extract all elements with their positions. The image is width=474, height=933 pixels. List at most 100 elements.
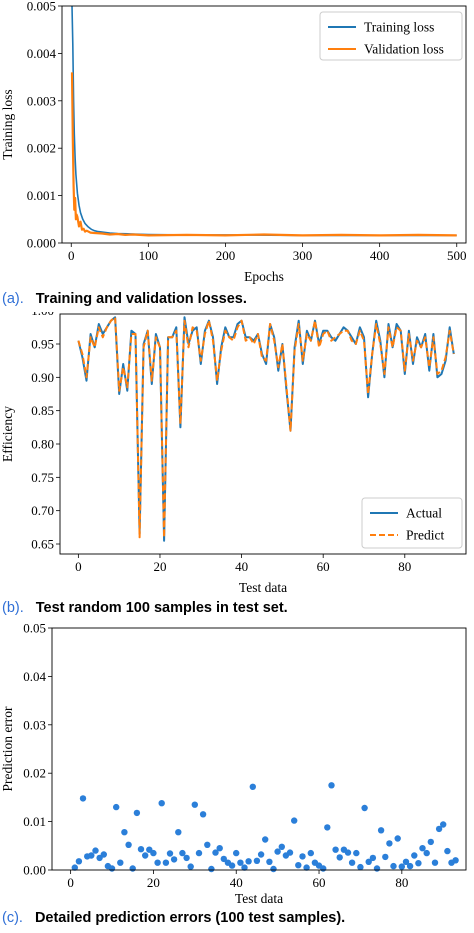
error-point [435, 825, 443, 833]
caption-c-text: Detailed prediction errors (100 test sam… [34, 910, 346, 926]
error-point [274, 848, 281, 855]
error-point [257, 851, 265, 858]
error-point [228, 862, 236, 869]
caption-b: (b). Test random 100 samples in test set… [2, 600, 288, 620]
error-point [88, 852, 95, 859]
y-tick-label: 0.65 [31, 537, 54, 552]
error-point [133, 809, 141, 817]
y-tick-label: 0.04 [23, 669, 46, 684]
error-point [71, 864, 79, 871]
plot-frame [61, 5, 467, 244]
y-axis-label: Prediction error [0, 706, 15, 792]
x-tick-label: 80 [398, 559, 411, 574]
error-point [307, 849, 314, 857]
error-point [390, 862, 397, 870]
y-tick-label: 0.004 [27, 46, 57, 61]
error-point [199, 811, 207, 818]
error-point [324, 824, 331, 831]
error-point [278, 843, 285, 850]
predict-line [77, 316, 455, 539]
x-axis-label: Epochs [244, 269, 284, 284]
error-point [179, 849, 186, 857]
error-point [406, 862, 414, 870]
x-tick-label: 40 [230, 875, 243, 890]
y-tick-label: 0.03 [23, 717, 46, 732]
error-point [394, 835, 401, 842]
caption-a-tag: (a). [2, 291, 24, 307]
y-tick-label: 0.01 [23, 814, 46, 829]
y-tick-label: 1.00 [31, 312, 54, 318]
error-point [125, 841, 132, 848]
error-point [411, 852, 418, 859]
error-points [71, 782, 459, 873]
error-point [249, 783, 256, 790]
error-point [369, 854, 377, 862]
error-point [241, 864, 248, 871]
error-point [444, 847, 451, 855]
error-point [291, 817, 298, 824]
x-tick-label: 20 [153, 559, 166, 574]
error-point [100, 851, 108, 858]
legend-label-2: Validation loss [364, 42, 444, 57]
error-point [204, 841, 211, 848]
x-tick-label: 20 [147, 875, 160, 890]
error-point [353, 849, 360, 857]
plot-frame [51, 627, 467, 871]
y-tick-label: 0.75 [31, 470, 54, 485]
legend-label-1: Actual [406, 506, 442, 521]
error-point [336, 854, 343, 861]
caption-a: (a). Training and validation losses. [2, 291, 247, 311]
error-point [233, 849, 240, 857]
error-point [150, 849, 157, 857]
error-point [137, 846, 145, 853]
efficiency-chart: 0 20 40 60 80 0.65 0.70 0.75 0.80 0.85 0.90 0.95 1.0… [0, 312, 467, 594]
validation-loss-line [70, 72, 457, 237]
error-point [253, 857, 261, 864]
x-axis-label: Test data [239, 580, 287, 594]
error-point [117, 859, 124, 866]
error-point [262, 836, 269, 843]
y-tick-label: 0.00 [23, 863, 46, 878]
caption-c-tag: (c). [2, 910, 23, 926]
error-point [452, 857, 459, 864]
error-point [303, 864, 310, 871]
x-tick-label: 500 [447, 248, 467, 263]
y-axis-label: Efficiency [0, 406, 15, 462]
error-point [92, 847, 99, 854]
error-point [166, 850, 174, 857]
error-point [158, 800, 165, 807]
x-tick-label: 40 [235, 559, 248, 574]
legend-box [361, 497, 463, 549]
error-point [440, 821, 447, 828]
x-tick-label: 60 [313, 875, 326, 890]
error-point [320, 865, 327, 872]
error-point [121, 829, 128, 836]
error-point [386, 840, 393, 847]
error-point [183, 854, 190, 862]
error-point [402, 858, 410, 865]
y-tick-label: 0.95 [31, 337, 54, 352]
caption-c: (c). Detailed prediction errors (100 tes… [2, 910, 345, 930]
error-point [237, 859, 244, 866]
legend-label-2: Predict [406, 528, 444, 543]
error-point [332, 846, 339, 853]
error-point [361, 804, 368, 812]
error-point [195, 849, 203, 857]
y-tick-label: 0.005 [27, 0, 56, 14]
y-tick-label: 0.90 [31, 370, 54, 385]
error-point [170, 856, 178, 863]
error-point [113, 803, 120, 811]
caption-b-text: Test random 100 samples in test set. [35, 600, 288, 616]
x-tick-label: 60 [317, 559, 330, 574]
x-tick-label: 100 [139, 248, 159, 263]
error-point [220, 855, 227, 863]
caption-a-text: Training and validation losses. [35, 291, 247, 307]
error-point [377, 827, 385, 834]
error-point [427, 838, 434, 846]
plot-frame [59, 313, 467, 555]
error-point [245, 858, 252, 865]
x-axis-label: Test data [235, 891, 283, 905]
y-tick-label: 0.003 [27, 93, 56, 108]
error-point [398, 863, 405, 870]
error-point [142, 852, 149, 859]
